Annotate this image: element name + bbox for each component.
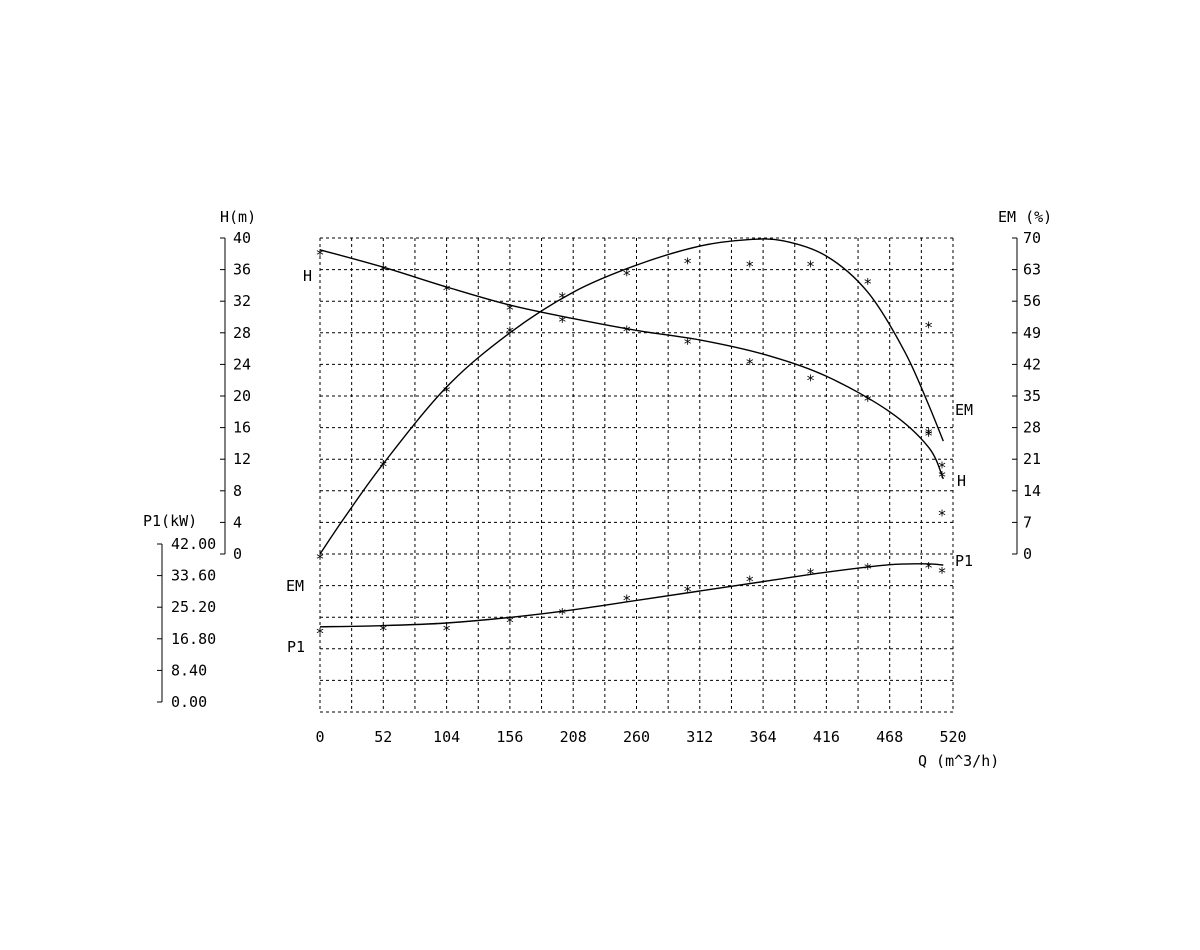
x-tick-label: 0 (315, 728, 324, 746)
marker-em: * (315, 550, 324, 568)
x-tick-label: 520 (939, 728, 966, 746)
curves (319, 238, 944, 628)
em-tick-label: 21 (1023, 450, 1041, 468)
marker-em: * (505, 323, 514, 341)
marker-h: * (622, 322, 631, 340)
x-tick-label: 416 (813, 728, 840, 746)
h-tick-label: 36 (233, 261, 251, 279)
em-tick-label: 7 (1023, 513, 1032, 531)
h-tick-label: 0 (233, 545, 242, 563)
x-tick-label: 468 (876, 728, 903, 746)
data-point-markers: ******************* * ******* * * * **** * * * * (315, 246, 946, 643)
marker-h: * (379, 262, 388, 280)
axes: 0 52 104 156 208 260 312 364 416 468 520 0 4 8 12 16 20 2… (157, 229, 1041, 746)
marker-em: * (622, 267, 631, 285)
x-tick-label: 312 (686, 728, 713, 746)
curve-label-em: EM (955, 401, 973, 419)
em-tick-label: 0 (1023, 545, 1032, 563)
p1-tick-label: 42.00 (171, 535, 216, 553)
h-tick-label: 12 (233, 450, 251, 468)
plot-grid (319, 237, 954, 713)
marker-h: * (924, 425, 933, 443)
marker-h: * (442, 281, 451, 299)
marker-h: * (683, 335, 692, 353)
curve-label-h: H (957, 472, 966, 490)
curve-em (319, 238, 944, 555)
p1-tick-label: 33.60 (171, 567, 216, 585)
h-tick-label: 40 (233, 229, 251, 247)
em-tick-label: 56 (1023, 292, 1041, 310)
marker-em: * (938, 507, 947, 525)
marker-h: * (505, 301, 514, 319)
curve-label-em: EM (286, 577, 304, 595)
marker-p1: * (806, 565, 815, 583)
marker-em: * (924, 427, 933, 445)
x-tick-label: 104 (433, 728, 460, 746)
marker-em: * (379, 457, 388, 475)
marker-em: * (558, 289, 567, 307)
h-tick-label: 20 (233, 387, 251, 405)
marker-p1: * (683, 583, 692, 601)
marker-em: * (806, 257, 815, 275)
em-tick-label: 14 (1023, 482, 1041, 500)
marker-h: * (863, 392, 872, 410)
x-tick-label: 364 (750, 728, 777, 746)
x-tick-label: 260 (623, 728, 650, 746)
h-tick-label: 32 (233, 292, 251, 310)
x-tick-label: 52 (374, 728, 392, 746)
p1-tick-label: 25.20 (171, 598, 216, 616)
curve-h (319, 249, 944, 480)
marker-h: * (745, 355, 754, 373)
marker-h: * (315, 246, 324, 264)
marker-em: * (442, 383, 451, 401)
marker-p1: * (863, 560, 872, 578)
h-tick-label: 8 (233, 482, 242, 500)
axis-and-curve-labels: H H EM EM P1 P1 Q (m^3/h) H(m) EM (%) P1(kW) (143, 208, 1052, 770)
marker-p1: * (938, 564, 947, 582)
curve-p1 (319, 563, 944, 628)
marker-p1: * (622, 592, 631, 610)
em-axis-title: EM (%) (998, 208, 1052, 226)
p1-axis-title: P1(kW) (143, 512, 197, 530)
h-tick-label: 4 (233, 513, 242, 531)
h-axis-title: H(m) (220, 208, 256, 226)
marker-h: * (558, 313, 567, 331)
marker-p1: * (505, 613, 514, 631)
p1-tick-label: 8.40 (171, 661, 207, 679)
marker-p1: * (442, 621, 451, 639)
marker-p1: * (924, 559, 933, 577)
em-tick-label: 49 (1023, 324, 1041, 342)
curve-label-p1: P1 (287, 638, 305, 656)
h-tick-label: 28 (233, 324, 251, 342)
marker-p1: * (379, 621, 388, 639)
curve-label-p1: P1 (955, 552, 973, 570)
marker-em: * (745, 257, 754, 275)
h-tick-label: 16 (233, 419, 251, 437)
marker-em: * (938, 468, 947, 486)
marker-p1: * (745, 572, 754, 590)
marker-h: * (938, 458, 947, 476)
p1-tick-label: 16.80 (171, 630, 216, 648)
h-tick-label: 24 (233, 355, 251, 373)
marker-em: * (924, 318, 933, 336)
em-tick-label: 70 (1023, 229, 1041, 247)
marker-em: * (863, 275, 872, 293)
x-axis-title: Q (m^3/h) (918, 752, 999, 770)
em-tick-label: 35 (1023, 387, 1041, 405)
em-tick-label: 28 (1023, 419, 1041, 437)
marker-p1: * (558, 605, 567, 623)
p1-tick-label: 0.00 (171, 693, 207, 711)
marker-h: * (806, 371, 815, 389)
x-tick-label: 208 (560, 728, 587, 746)
em-tick-label: 42 (1023, 355, 1041, 373)
em-tick-label: 63 (1023, 261, 1041, 279)
marker-em: * (683, 254, 692, 272)
curve-label-h: H (303, 267, 312, 285)
marker-p1: * (315, 625, 324, 643)
x-tick-label: 156 (496, 728, 523, 746)
